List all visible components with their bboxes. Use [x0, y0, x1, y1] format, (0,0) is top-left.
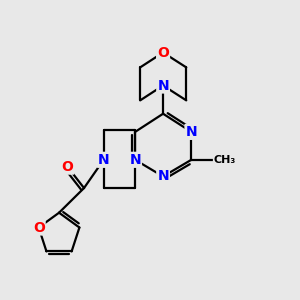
Text: O: O — [157, 46, 169, 59]
Text: CH₃: CH₃ — [214, 155, 236, 165]
Text: N: N — [98, 153, 109, 167]
Text: O: O — [33, 220, 45, 235]
Text: N: N — [185, 125, 197, 139]
Text: N: N — [157, 169, 169, 184]
Text: O: O — [61, 160, 73, 174]
Text: N: N — [157, 79, 169, 92]
Text: N: N — [129, 153, 141, 167]
